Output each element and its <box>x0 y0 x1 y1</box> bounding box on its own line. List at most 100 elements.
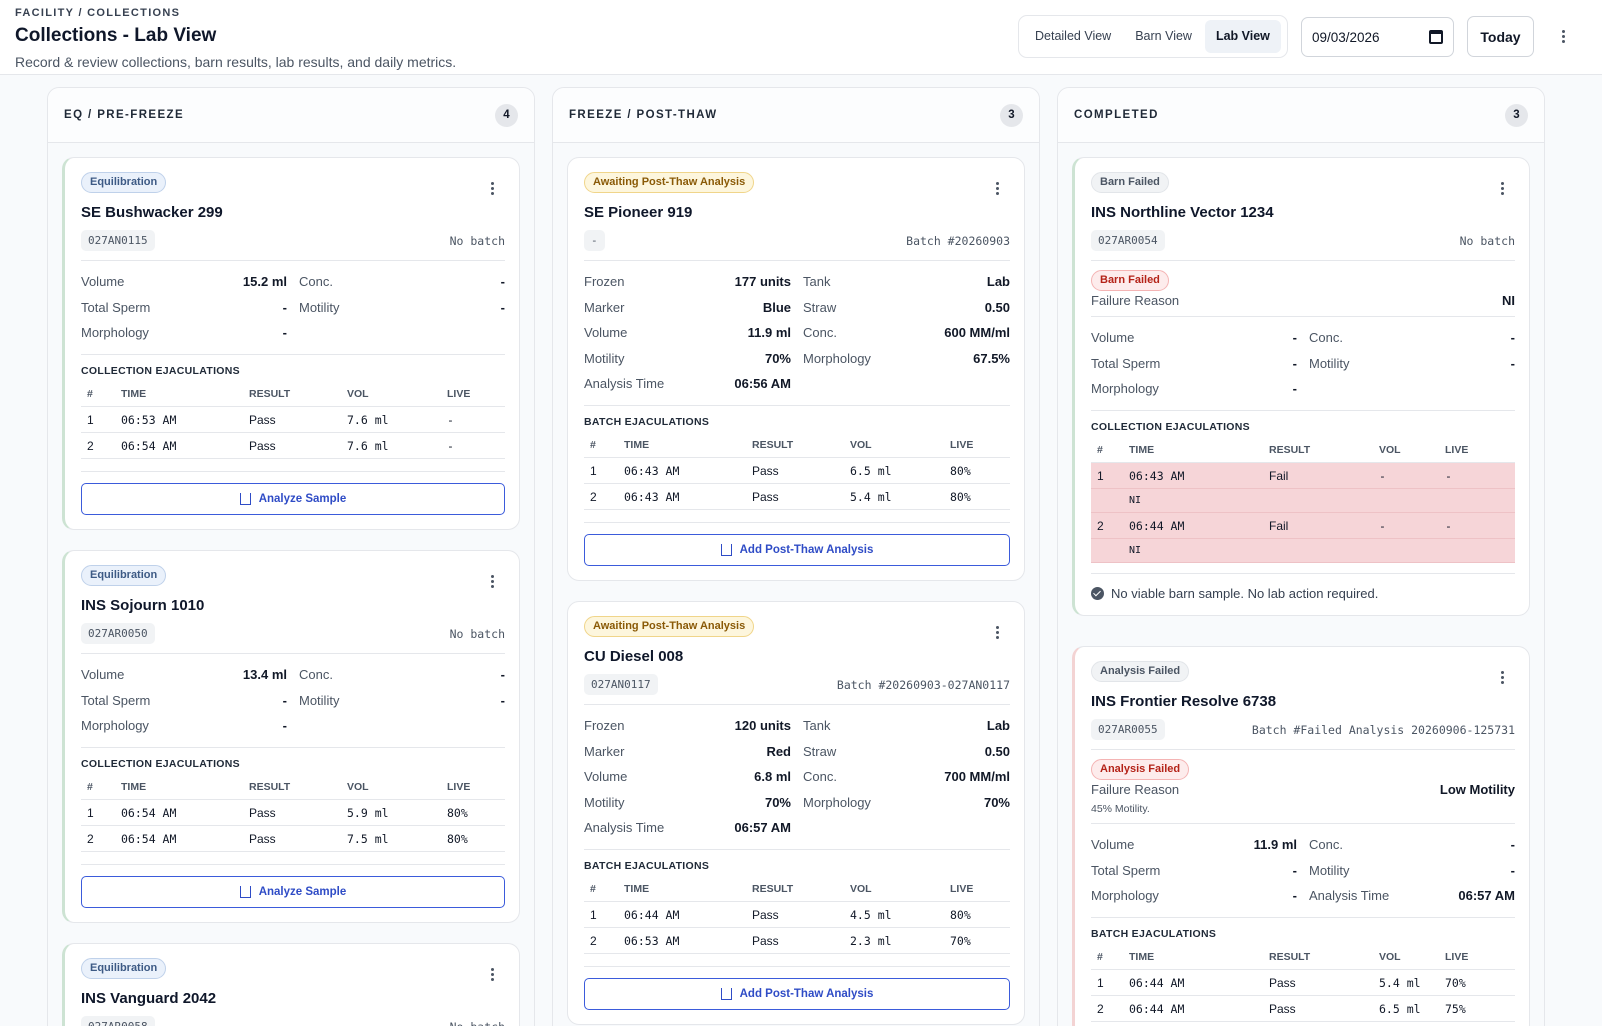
table-row: 2 06:43 AM Pass 5.4 ml 80% <box>584 483 1010 510</box>
table-cell: 80% <box>441 825 505 852</box>
table-cell: 2 <box>1091 995 1123 1022</box>
metric-value: 177 units <box>734 274 791 290</box>
table-cell: 80% <box>441 799 505 826</box>
metric-label: Straw <box>803 743 837 759</box>
card-menu-icon[interactable] <box>990 180 1004 196</box>
table-cell: 7.6 ml <box>341 432 441 459</box>
metric-value: - <box>500 667 505 683</box>
column-count-badge: 4 <box>495 103 518 127</box>
table-cell: 80% <box>944 483 1010 510</box>
failure-reason-row: Failure Reason Low Motility <box>1091 782 1515 797</box>
date-value: 09/03/2026 <box>1312 29 1380 45</box>
animal-name: INS Vanguard 2042 <box>81 990 217 1007</box>
date-input[interactable]: 09/03/2026 <box>1301 17 1454 57</box>
metric-label: Volume <box>1091 330 1135 346</box>
upload-icon <box>720 544 732 556</box>
card-menu-icon[interactable] <box>485 573 499 589</box>
table-header: VOL <box>341 382 441 407</box>
status-badge: Analysis Failed <box>1091 661 1190 682</box>
lab-view-tab[interactable]: Lab View <box>1204 20 1281 53</box>
metric: Motility - <box>299 295 505 321</box>
id-row: 027AR0058 No batch <box>81 1016 505 1026</box>
ejaculations-section-title: BATCH EJACULATIONS <box>584 415 710 428</box>
metric: Total Sperm - <box>1091 351 1297 377</box>
id-row: - Batch #20260903 <box>584 230 1010 261</box>
barn-view-tab[interactable]: Barn View <box>1135 29 1192 43</box>
table-cell: 2.3 ml <box>844 927 944 954</box>
status-badge: Equilibration <box>81 565 167 586</box>
metric: Volume - <box>1091 325 1297 351</box>
collection-card[interactable]: Analysis Failed INS Frontier Resolve 6738… <box>1072 646 1530 1026</box>
metric-value: 13.4 ml <box>242 667 287 683</box>
collection-card[interactable]: Equilibration INS Sojourn 1010 027AR0050 No… <box>62 550 520 923</box>
analyze-sample-button[interactable]: Analyze Sample <box>81 483 505 515</box>
ejaculations-table: # TIME RESULT VOL LIVE 1 06:43 AM Pass 6.5 ml 80%… <box>584 433 1010 510</box>
card-menu-icon[interactable] <box>990 624 1004 640</box>
collection-card[interactable]: Awaiting Post-Thaw Analysis SE Pioneer 91… <box>567 157 1025 581</box>
metric: Conc. 600 MM/ml <box>803 320 1010 346</box>
metric-value: - <box>1292 330 1297 346</box>
batch-label: Batch #20260903 <box>906 233 1010 248</box>
metric-value: 70% <box>764 350 791 366</box>
card-menu-icon[interactable] <box>485 180 499 196</box>
collection-card[interactable]: Equilibration SE Bushwacker 299 027AN0115 N… <box>62 157 520 530</box>
table-cell: - <box>1439 512 1515 539</box>
table-cell: 6.5 ml <box>844 457 944 484</box>
batch-label: No batch <box>450 1020 505 1026</box>
table-cell: 06:44 AM <box>618 901 746 928</box>
metric: Marker Red <box>584 739 791 765</box>
table-row: 1 06:43 AM Pass 6.5 ml 80% <box>584 457 1010 484</box>
ejaculations-section-title: COLLECTION EJACULATIONS <box>81 757 240 770</box>
ejaculations-section-title: BATCH EJACULATIONS <box>584 859 710 872</box>
action-label: Add Post-Thaw Analysis <box>739 544 874 556</box>
column-header: COMPLETED 3 <box>1058 88 1544 143</box>
metric-label: Volume <box>81 274 125 290</box>
metrics-grid: Volume 11.9 ml Conc. - Total Sperm - Motility -… <box>1091 824 1515 918</box>
failure-reason-label: Failure Reason <box>1091 782 1180 797</box>
table-cell: 2 <box>584 927 618 954</box>
table-cell: - <box>1439 462 1515 489</box>
card-menu-icon[interactable] <box>1495 669 1509 685</box>
calendar-icon[interactable] <box>1429 30 1443 44</box>
metric-label: Morphology <box>803 794 871 810</box>
table-cell: 1 <box>81 406 115 433</box>
card-menu-icon[interactable] <box>1495 180 1509 196</box>
animal-name: SE Pioneer 919 <box>584 204 693 221</box>
metric: Volume 11.9 ml <box>584 320 791 346</box>
table-cell: Pass <box>746 483 844 510</box>
table-cell: Pass <box>243 432 341 459</box>
collection-card[interactable]: Equilibration INS Vanguard 2042 027AR0058 N… <box>62 943 520 1026</box>
action-label: Analyze Sample <box>258 886 347 898</box>
collection-card[interactable]: Awaiting Post-Thaw Analysis CU Diesel 008… <box>567 601 1025 1025</box>
failure-reason-label: Failure Reason <box>1091 293 1180 308</box>
batch-label: Batch #Failed Analysis 20260906-125731 <box>1251 722 1515 737</box>
table-cell: 5.4 ml <box>1373 969 1439 996</box>
today-button[interactable]: Today <box>1467 16 1534 57</box>
column-header: FREEZE / POST-THAW 3 <box>553 88 1039 143</box>
table-header: RESULT <box>243 775 341 800</box>
collection-card[interactable]: Barn Failed INS Northline Vector 1234 027A… <box>1072 157 1530 616</box>
analyze-sample-button[interactable]: Analyze Sample <box>81 876 505 908</box>
ejaculations-table: # TIME RESULT VOL LIVE 1 06:53 AM Pass 7.6 ml -2 0… <box>81 382 505 459</box>
failure-badge: Barn Failed <box>1091 270 1169 291</box>
metric-value: - <box>282 718 287 734</box>
add-post-thaw-analysis-button[interactable]: Add Post-Thaw Analysis <box>584 978 1010 1010</box>
animal-name: INS Northline Vector 1234 <box>1091 204 1274 221</box>
metric: Volume 15.2 ml <box>81 269 287 295</box>
table-header: RESULT <box>243 382 341 407</box>
metric-label: Volume <box>1091 837 1135 853</box>
detailed-view-tab[interactable]: Detailed View <box>1035 29 1112 43</box>
table-header: LIVE <box>441 382 505 407</box>
metric-value: Lab <box>986 274 1010 290</box>
table-header: # <box>584 433 618 458</box>
table-cell: 75% <box>1439 995 1515 1022</box>
table-cell: 06:53 AM <box>618 927 746 954</box>
table-cell: 7.5 ml <box>341 825 441 852</box>
table-cell: 06:44 AM <box>1123 512 1263 539</box>
add-post-thaw-analysis-button[interactable]: Add Post-Thaw Analysis <box>584 534 1010 566</box>
more-options-icon[interactable] <box>1556 28 1570 44</box>
table-header: TIME <box>618 877 746 902</box>
card-menu-icon[interactable] <box>485 966 499 982</box>
metric-label: Morphology <box>1091 381 1159 397</box>
table-cell: 06:54 AM <box>115 825 243 852</box>
